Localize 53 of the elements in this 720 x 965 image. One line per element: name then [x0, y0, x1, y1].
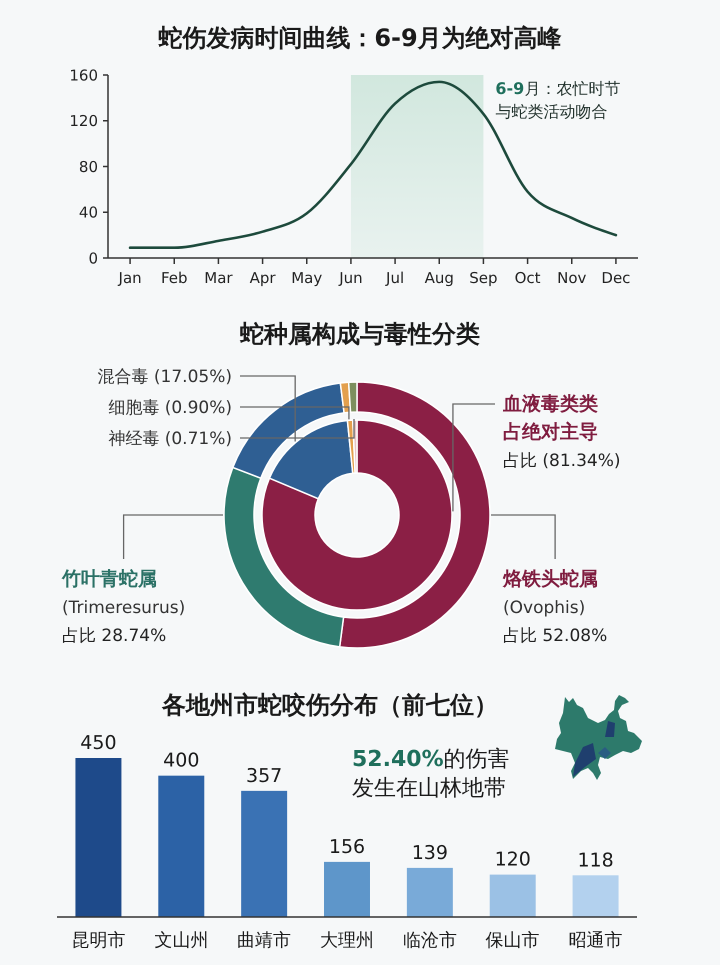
chart-title: 蛇种属构成与毒性分类: [239, 320, 480, 348]
bar: [490, 874, 536, 917]
y-tick-label: 120: [69, 112, 98, 130]
data-label: 357: [246, 764, 282, 787]
x-tick-label: 昭通市: [568, 930, 623, 951]
data-label: 400: [163, 750, 200, 772]
bar: [241, 790, 288, 917]
data-label: 120: [494, 848, 531, 871]
x-tick-label: 保山市: [486, 930, 540, 951]
x-tick-label: 曲靖市: [237, 930, 292, 951]
x-tick-label: Sep: [469, 269, 498, 287]
slice-label: 混合毒 (17.05%): [98, 367, 232, 387]
x-tick-label: 昆明市: [71, 930, 126, 951]
x-tick-label: 文山州: [154, 930, 208, 951]
y-tick-label: 40: [78, 204, 98, 222]
x-tick-label: Oct: [514, 269, 541, 287]
x-tick-label: Apr: [250, 269, 276, 287]
annotation: 52.40%的伤害发生在山林地带: [352, 747, 510, 801]
chart-title: 蛇伤发病时间曲线：6-9月为绝对高峰: [157, 24, 563, 52]
x-tick-label: Aug: [424, 269, 454, 287]
x-tick-label: Feb: [160, 269, 188, 287]
x-tick-label: Jul: [385, 269, 404, 287]
bar: [75, 758, 122, 917]
x-tick-label: May: [291, 269, 322, 287]
chart-title: 各地州市蛇咬伤分布（前七位）: [161, 691, 498, 719]
bar: [324, 862, 370, 917]
x-tick-label: Dec: [601, 269, 630, 287]
bar: [158, 776, 204, 917]
data-label: 占比 28.74%: [62, 626, 166, 646]
band-label: 6-9月：农忙时节与蛇类活动吻合: [495, 79, 620, 121]
y-tick-label: 80: [78, 158, 98, 176]
bar: [572, 875, 619, 917]
y-tick-label: 160: [69, 66, 98, 84]
data-label: 118: [577, 849, 614, 872]
data-label: 占比 52.08%: [503, 626, 608, 646]
donut-slice: [261, 419, 453, 611]
data-label: 占比 (81.34%): [503, 451, 620, 471]
slice-label: 神经毒 (0.71%): [108, 429, 232, 449]
slice-label: 血液毒类类占绝对主导: [502, 393, 598, 443]
bar: [406, 868, 453, 917]
x-tick-label: Mar: [204, 269, 234, 287]
x-tick-label: 临沧市: [402, 930, 457, 951]
slice-label: 烙铁头蛇属 (Ovophis): [502, 568, 598, 618]
x-tick-label: Nov: [557, 269, 587, 287]
x-tick-label: Jan: [118, 269, 142, 287]
y-tick-label: 0: [88, 249, 98, 268]
data-label: 139: [412, 842, 448, 864]
data-label: 156: [328, 836, 366, 858]
slice-label: 细胞毒 (0.90%): [108, 398, 232, 418]
x-tick-label: 大理州: [320, 930, 374, 951]
data-label: 450: [80, 732, 117, 754]
x-tick-label: Jun: [338, 269, 363, 287]
slice-label: 竹叶青蛇属 (Trimeresurus): [61, 568, 186, 618]
